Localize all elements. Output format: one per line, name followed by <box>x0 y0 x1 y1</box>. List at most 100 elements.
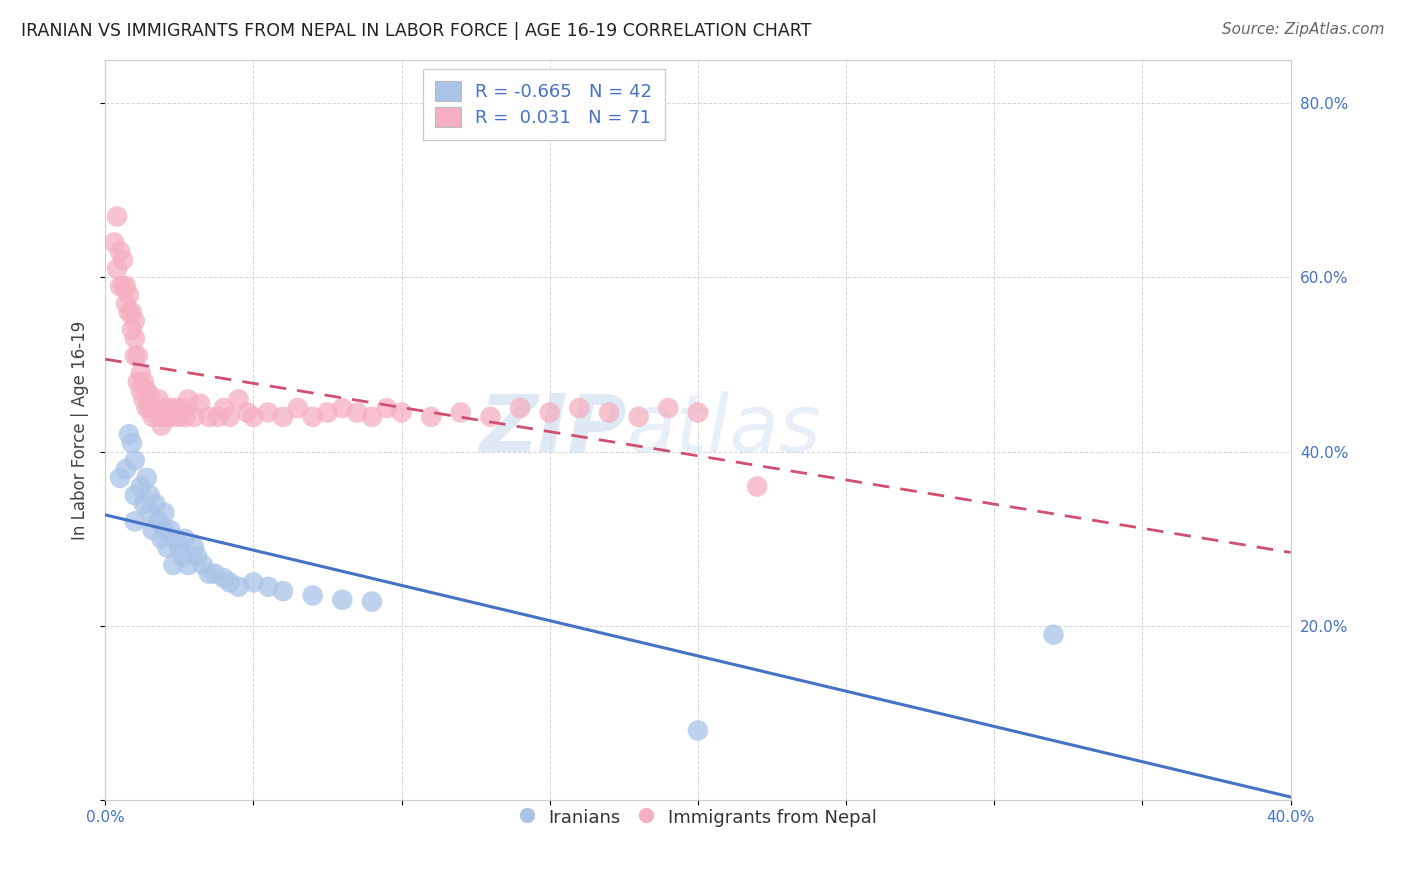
Point <box>135 401 157 416</box>
Point <box>115 296 138 310</box>
Point <box>159 523 181 537</box>
Point <box>108 244 131 259</box>
Point <box>169 409 191 424</box>
Point <box>172 549 194 564</box>
Point <box>212 401 235 416</box>
Point <box>105 261 128 276</box>
Point <box>257 580 280 594</box>
Point <box>191 558 214 572</box>
Point <box>450 405 472 419</box>
Point <box>121 436 143 450</box>
Point <box>538 405 561 419</box>
Point <box>108 279 131 293</box>
Point <box>207 409 229 424</box>
Point <box>115 279 138 293</box>
Point <box>686 723 709 738</box>
Point <box>124 331 146 345</box>
Point <box>108 471 131 485</box>
Point <box>156 409 179 424</box>
Point <box>153 401 176 416</box>
Point <box>135 471 157 485</box>
Point <box>598 405 620 419</box>
Point <box>479 409 502 424</box>
Point <box>747 479 769 493</box>
Point <box>509 401 531 416</box>
Point <box>124 488 146 502</box>
Point <box>153 409 176 424</box>
Point <box>218 575 240 590</box>
Point <box>198 566 221 581</box>
Point <box>375 401 398 416</box>
Point <box>138 488 160 502</box>
Point <box>188 397 211 411</box>
Point <box>145 401 167 416</box>
Point <box>148 392 170 407</box>
Point <box>228 580 250 594</box>
Point <box>121 305 143 319</box>
Point <box>156 541 179 555</box>
Point <box>183 409 205 424</box>
Point <box>1042 628 1064 642</box>
Point <box>150 418 173 433</box>
Point <box>118 288 141 302</box>
Text: ZIP: ZIP <box>479 391 627 469</box>
Point <box>257 405 280 419</box>
Point <box>135 384 157 398</box>
Point <box>627 409 650 424</box>
Point <box>124 314 146 328</box>
Point <box>138 506 160 520</box>
Point <box>330 401 353 416</box>
Point <box>145 497 167 511</box>
Point <box>287 401 309 416</box>
Point <box>138 388 160 402</box>
Point <box>124 453 146 467</box>
Point <box>172 401 194 416</box>
Point <box>148 515 170 529</box>
Point <box>132 375 155 389</box>
Point <box>162 409 184 424</box>
Point <box>204 566 226 581</box>
Point <box>121 323 143 337</box>
Point <box>212 571 235 585</box>
Point <box>118 427 141 442</box>
Point <box>124 515 146 529</box>
Point <box>330 592 353 607</box>
Point <box>153 523 176 537</box>
Point <box>127 349 149 363</box>
Point <box>177 558 200 572</box>
Text: IRANIAN VS IMMIGRANTS FROM NEPAL IN LABOR FORCE | AGE 16-19 CORRELATION CHART: IRANIAN VS IMMIGRANTS FROM NEPAL IN LABO… <box>21 22 811 40</box>
Point <box>236 405 259 419</box>
Text: atlas: atlas <box>627 391 821 469</box>
Point <box>271 584 294 599</box>
Point <box>271 409 294 424</box>
Point <box>159 401 181 416</box>
Point <box>183 541 205 555</box>
Point <box>153 506 176 520</box>
Point <box>129 366 152 380</box>
Point <box>162 558 184 572</box>
Point <box>198 409 221 424</box>
Point <box>111 279 134 293</box>
Y-axis label: In Labor Force | Age 16-19: In Labor Force | Age 16-19 <box>72 320 89 540</box>
Point <box>218 409 240 424</box>
Point <box>165 532 187 546</box>
Point <box>115 462 138 476</box>
Point <box>391 405 413 419</box>
Point <box>111 252 134 267</box>
Legend: Iranians, Immigrants from Nepal: Iranians, Immigrants from Nepal <box>510 799 886 836</box>
Point <box>174 532 197 546</box>
Point <box>361 409 384 424</box>
Point <box>105 210 128 224</box>
Point <box>148 409 170 424</box>
Point <box>150 532 173 546</box>
Point <box>142 523 165 537</box>
Point <box>686 405 709 419</box>
Point <box>568 401 591 416</box>
Point <box>186 549 208 564</box>
Point <box>228 392 250 407</box>
Point <box>118 305 141 319</box>
Point <box>129 479 152 493</box>
Point <box>361 594 384 608</box>
Point <box>346 405 368 419</box>
Point <box>177 392 200 407</box>
